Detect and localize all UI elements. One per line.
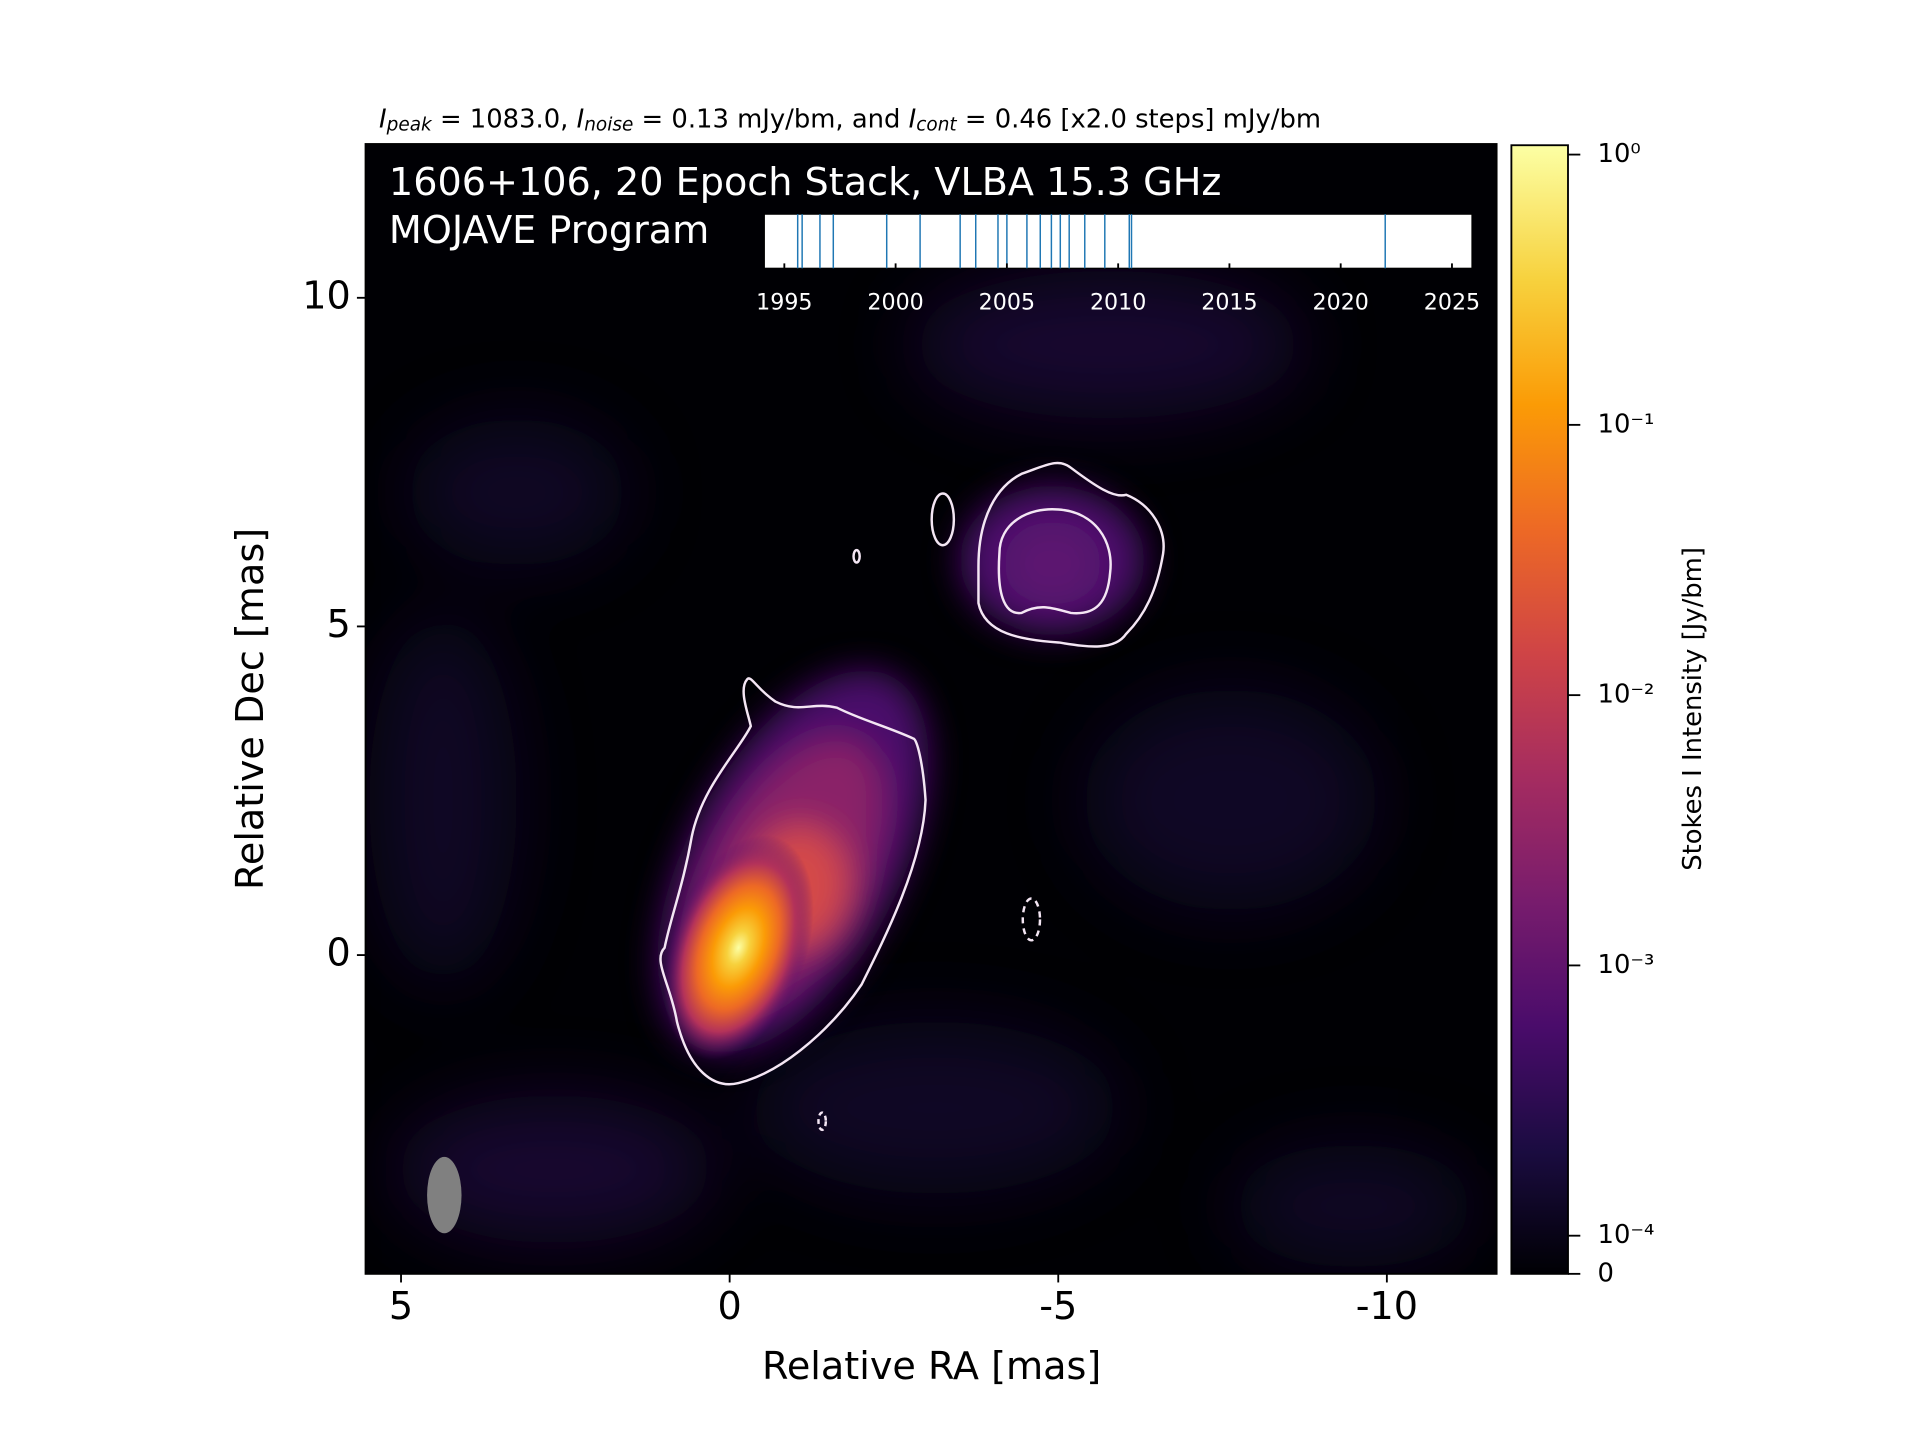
annotation: 1606+106, 20 Epoch Stack, VLBA 15.3 GHz [389, 160, 1222, 204]
inset-tick-label: 2000 [867, 289, 923, 315]
title-text: I [909, 104, 917, 134]
x-axis-label: Relative RA [mas] [762, 1344, 1101, 1388]
inset-tick-label: 2020 [1313, 289, 1369, 315]
inset-tick-label: 2010 [1090, 289, 1146, 315]
colorbar-tick-label: 10⁻² [1598, 680, 1655, 710]
title-text: I [379, 104, 387, 134]
inset-tick-label: 2025 [1424, 289, 1480, 315]
colorbar-tick-label: 0 [1598, 1258, 1614, 1288]
contour [659, 677, 927, 1086]
y-tick-label: 0 [326, 931, 350, 975]
colorbar-tick-label: 10⁻⁴ [1598, 1220, 1655, 1250]
core-emission [663, 835, 814, 1060]
title-text: = 0.46 [x2.0 steps] mJy/bm [957, 104, 1321, 134]
title-text: I [577, 104, 585, 134]
annotation: MOJAVE Program [389, 208, 709, 252]
image: 1606+106, 20 Epoch Stack, VLBA 15.3 GHz … [365, 144, 1497, 1274]
colorbar-label: Stokes I Intensity [Jy/bm] [1678, 547, 1708, 871]
title-text: = 0.13 mJy/bm, and [633, 104, 908, 134]
title: Ipeak = 1083.0, Inoise = 0.13 mJy/bm, an… [379, 104, 1321, 136]
inset-tick-label: 2015 [1201, 289, 1257, 315]
colorbar [1510, 144, 1569, 1275]
title-text: = 1083.0, [432, 104, 577, 134]
x-tick-label: -5 [1039, 1284, 1077, 1328]
title-subscript: cont [916, 115, 957, 136]
contour [997, 508, 1112, 615]
title-subscript: peak [386, 115, 433, 136]
y-axis-label: Relative Dec [mas] [228, 528, 272, 890]
contour [852, 548, 861, 564]
beam [427, 1156, 462, 1234]
colorbar-tick-label: 10⁻³ [1598, 950, 1655, 980]
x-tick-label: -10 [1356, 1284, 1418, 1328]
contour [930, 492, 956, 547]
contours [659, 461, 1165, 1132]
y-tick-label: 5 [326, 602, 350, 646]
inset-tick-label: 2005 [979, 289, 1035, 315]
colorbar-tick-label: 10⁻¹ [1598, 409, 1655, 439]
colorbar-tick-label: 10⁰ [1598, 139, 1641, 169]
contour [977, 461, 1165, 648]
x-tick-label: 0 [717, 1284, 741, 1328]
noise-emission [369, 270, 1477, 1268]
y-tick-label: 10 [302, 273, 351, 317]
negative-contour [1021, 897, 1042, 942]
title-subscript: noise [584, 115, 633, 136]
inset-frame [763, 213, 1473, 269]
x-tick-label: 5 [389, 1284, 413, 1328]
axes-frame [364, 143, 1498, 1275]
inset-tick-label: 1995 [756, 289, 812, 315]
